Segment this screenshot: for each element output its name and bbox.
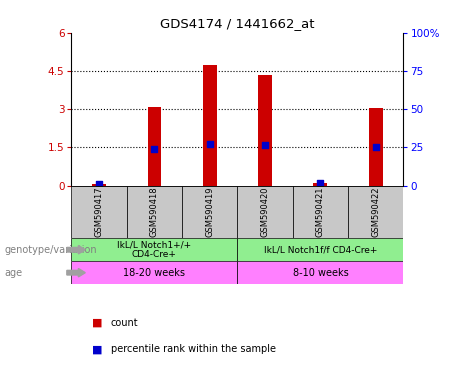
Text: GSM590419: GSM590419 (205, 187, 214, 237)
Text: genotype/variation: genotype/variation (5, 245, 97, 255)
Text: GSM590422: GSM590422 (371, 187, 380, 237)
Bar (369, 108, 383, 185)
Bar (258, 75, 272, 185)
Text: 8-10 weeks: 8-10 weeks (293, 268, 348, 278)
Text: GSM590417: GSM590417 (95, 187, 104, 237)
Bar (237, 185, 293, 238)
Text: GSM590421: GSM590421 (316, 187, 325, 237)
Text: IkL/L Notch1f/f CD4-Cre+: IkL/L Notch1f/f CD4-Cre+ (264, 245, 377, 254)
Bar (182, 185, 237, 238)
Bar (293, 185, 348, 238)
Text: age: age (5, 268, 23, 278)
Bar (127, 185, 182, 238)
Point (317, 180, 324, 186)
Title: GDS4174 / 1441662_at: GDS4174 / 1441662_at (160, 17, 315, 30)
Bar (348, 185, 403, 238)
Point (151, 146, 158, 152)
Bar (237, 238, 403, 261)
Point (372, 144, 379, 151)
Point (95, 181, 103, 187)
Point (206, 141, 213, 147)
Point (261, 142, 269, 148)
Text: GSM590420: GSM590420 (260, 187, 270, 237)
Bar (148, 108, 161, 185)
Bar (237, 261, 403, 284)
Text: 18-20 weeks: 18-20 weeks (124, 268, 185, 278)
Text: percentile rank within the sample: percentile rank within the sample (111, 344, 276, 354)
Bar (71, 238, 237, 261)
Text: count: count (111, 318, 138, 328)
Text: ■: ■ (92, 318, 103, 328)
Bar (92, 184, 106, 185)
Bar (71, 185, 127, 238)
Text: IkL/L Notch1+/+
CD4-Cre+: IkL/L Notch1+/+ CD4-Cre+ (118, 240, 191, 260)
Bar (71, 261, 237, 284)
Bar (203, 65, 217, 185)
Text: ■: ■ (92, 344, 103, 354)
Text: GSM590418: GSM590418 (150, 187, 159, 237)
Bar (313, 183, 327, 185)
